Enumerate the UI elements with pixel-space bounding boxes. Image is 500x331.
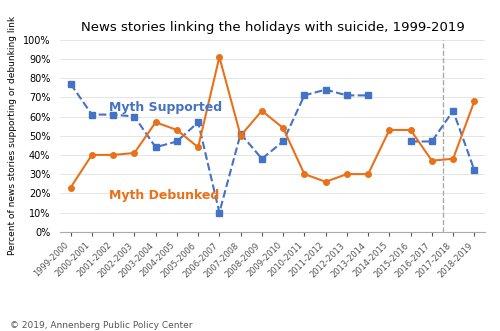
Text: Myth Supported: Myth Supported	[109, 101, 222, 114]
Title: News stories linking the holidays with suicide, 1999-2019: News stories linking the holidays with s…	[80, 22, 464, 34]
Y-axis label: Percent of news stories supporting or debunking link: Percent of news stories supporting or de…	[8, 16, 17, 255]
Text: Myth Debunked: Myth Debunked	[109, 189, 219, 203]
Text: © 2019, Annenberg Public Policy Center: © 2019, Annenberg Public Policy Center	[10, 321, 192, 330]
